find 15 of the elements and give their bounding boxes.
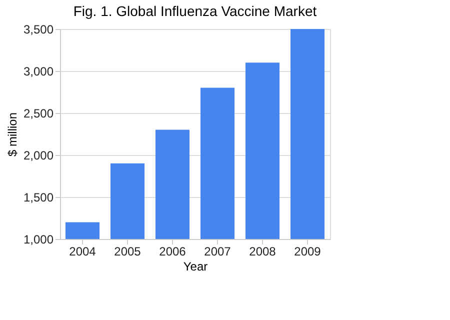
y-tick-label: 3,000	[23, 64, 54, 78]
y-tick-label: 1,000	[23, 232, 54, 246]
y-axis-title: $ million	[5, 112, 20, 157]
y-tick-label: 2,500	[23, 106, 54, 120]
x-tick-label: 2006	[159, 244, 186, 258]
x-tick-label: 2008	[249, 244, 276, 258]
x-tick-label: 2007	[204, 244, 232, 258]
x-tick-label: 2009	[294, 244, 322, 258]
chart-title: Fig. 1. Global Influenza Vaccine Market	[73, 3, 317, 19]
y-tick-label: 2,000	[23, 148, 54, 162]
y-tick-label: 3,500	[23, 22, 54, 36]
y-tick-label: 1,500	[23, 190, 54, 204]
x-tick-label: 2004	[69, 244, 96, 258]
x-tick-label: 2005	[114, 244, 142, 258]
x-axis-title: Year	[183, 260, 208, 274]
